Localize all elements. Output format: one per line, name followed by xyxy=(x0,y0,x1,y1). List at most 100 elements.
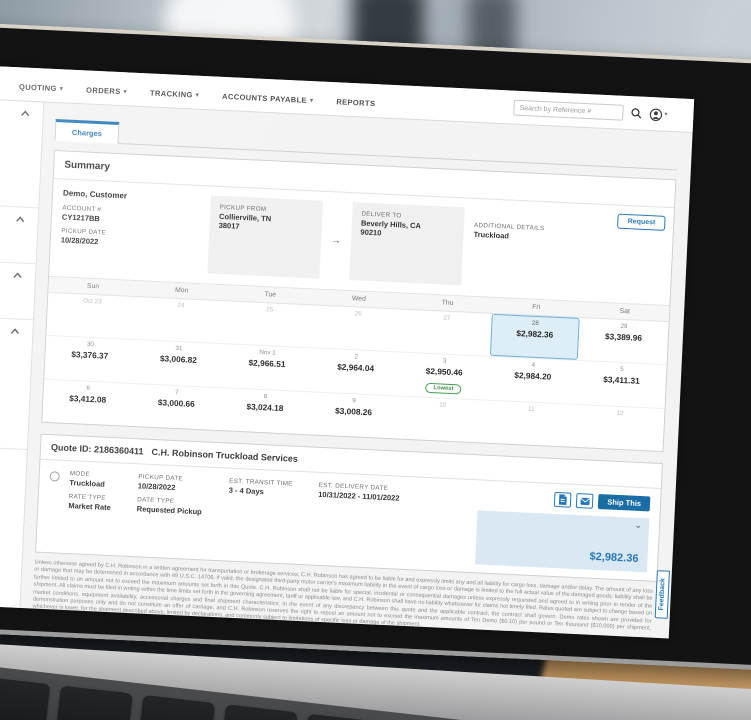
mode-value: Truckload xyxy=(69,478,106,489)
sidebar-accordion-section[interactable] xyxy=(0,203,39,265)
laptop-screen: QUOTING ▾ ORDERS ▾ TRACKING ▾ ACCOUNTS P… xyxy=(0,64,695,639)
calendar-day: 12 xyxy=(574,405,665,451)
quote-radio[interactable] xyxy=(49,471,60,482)
quote-total-price: $2,982.36 xyxy=(589,550,639,565)
sidebar-accordion-section[interactable] xyxy=(0,97,44,209)
calendar-day[interactable]: 2 $2,964.04 xyxy=(310,348,401,395)
calendar-rate: $2,964.04 xyxy=(336,361,375,374)
calendar-day[interactable]: 6 $3,412.08 xyxy=(42,380,133,426)
sidebar-accordion-section[interactable] xyxy=(0,259,36,321)
quote-body: MODE Truckload RATE TYPE Market Rate PIC… xyxy=(36,460,661,581)
calendar-date: 10 xyxy=(439,401,447,409)
keyboard-key xyxy=(56,684,133,720)
nav-label: REPORTS xyxy=(336,97,376,109)
calendar-day[interactable]: Nov 1 $2,966.51 xyxy=(222,344,313,391)
calendar-date: Oct 23 xyxy=(82,297,102,306)
calendar-day[interactable]: 5 $3,411.31 xyxy=(576,361,667,408)
rate-calendar: Sun Mon Tue Wed Thu Fri Sat Oct 23 24 25 xyxy=(42,275,670,451)
calendar-rate: $2,984.20 xyxy=(514,369,552,382)
carrier-name: C.H. Robinson Truckload Services xyxy=(151,446,299,464)
request-button[interactable]: Request xyxy=(617,213,666,231)
ship-this-button[interactable]: Ship This xyxy=(598,494,651,512)
user-account-icon[interactable]: ▾ xyxy=(649,108,668,122)
tab-charges[interactable]: Charges xyxy=(54,119,120,145)
keyboard-key xyxy=(303,712,381,720)
calendar-day: 10 xyxy=(397,397,488,443)
caret-down-icon: ▾ xyxy=(195,92,200,99)
quote-card: Quote ID: 2186360411 C.H. Robinson Truck… xyxy=(35,433,663,582)
chevron-up-icon xyxy=(10,328,19,334)
app-header: QUOTING ▾ ORDERS ▾ TRACKING ▾ ACCOUNTS P… xyxy=(0,64,695,134)
caret-down-icon: ▾ xyxy=(123,88,128,95)
date-type-value: Requested Pickup xyxy=(136,504,202,517)
search-icon[interactable] xyxy=(630,107,643,120)
pickup-from-box: PICKUP FROM Collierville, TN 38017 xyxy=(207,195,323,279)
calendar-day: 27 xyxy=(401,310,492,356)
calendar-rate: $2,966.51 xyxy=(248,357,286,370)
nav-label: ACCOUNTS PAYABLE xyxy=(221,91,308,105)
keyboard-key xyxy=(138,693,216,720)
additional-details: ADDITIONAL DETAILS Truckload xyxy=(471,208,545,289)
arrow-right-icon: → xyxy=(330,234,342,247)
calendar-rate: $2,982.36 xyxy=(516,327,554,340)
nav-item-orders[interactable]: ORDERS ▾ xyxy=(86,85,127,96)
header-search-area: ▾ xyxy=(513,99,668,123)
quote-delivery-col: EST. DELIVERY DATE 10/31/2022 - 11/01/20… xyxy=(315,482,400,559)
caret-down-icon: ▾ xyxy=(664,111,668,118)
calendar-day[interactable]: 29 $3,389.96 xyxy=(578,318,669,364)
email-icon[interactable] xyxy=(576,492,594,509)
calendar-day[interactable]: 30 $3,376.37 xyxy=(44,336,135,383)
nav-label: TRACKING xyxy=(149,88,193,100)
nav-item-accounts-payable[interactable]: ACCOUNTS PAYABLE ▾ xyxy=(222,92,314,105)
calendar-date: 27 xyxy=(443,314,451,322)
quote-mode-col: MODE Truckload RATE TYPE Market Rate xyxy=(67,470,113,545)
lowest-badge: Lowest xyxy=(425,382,462,395)
calendar-day[interactable]: 8 $3,024.18 xyxy=(219,388,310,434)
calendar-day[interactable]: 7 $3,000.66 xyxy=(131,384,222,430)
calendar-day[interactable]: 9 $3,008.26 xyxy=(308,392,399,438)
calendar-day[interactable]: 4 $2,984.20 xyxy=(487,357,578,404)
chevron-up-icon xyxy=(16,216,25,223)
calendar-rate: $3,008.26 xyxy=(334,405,373,418)
transit-value: 3 - 4 Days xyxy=(228,485,265,497)
price-panel: ⌄ $2,982.36 xyxy=(475,510,650,573)
sidebar-accordion-section[interactable] xyxy=(0,315,34,451)
calendar-rate: $3,389.96 xyxy=(604,331,643,343)
calendar-day: Oct 23 xyxy=(46,293,137,339)
calendar-day: 26 xyxy=(312,305,403,351)
calendar-date: 12 xyxy=(616,409,624,418)
feedback-tab[interactable]: Feedback xyxy=(654,569,670,619)
nav-item-quoting[interactable]: QUOTING ▾ xyxy=(19,82,64,93)
chevron-up-icon xyxy=(13,272,22,279)
calendar-rate: $3,411.31 xyxy=(603,374,640,386)
calendar-day-lowest[interactable]: 3 $2,950.46 Lowest xyxy=(399,353,490,400)
calendar-rate: $3,024.18 xyxy=(246,401,284,414)
calendar-date: 26 xyxy=(354,310,362,318)
calendar-day: 24 xyxy=(135,297,226,343)
calendar-day-selected[interactable]: 28 $2,982.36 xyxy=(489,313,581,360)
calendar-date: 25 xyxy=(265,306,274,314)
search-input[interactable] xyxy=(513,99,624,121)
caret-down-icon: ▾ xyxy=(309,97,314,104)
quote-actions: Ship This xyxy=(554,491,651,512)
quote-options-sidebar xyxy=(0,97,45,608)
nav-label: ORDERS xyxy=(85,85,121,97)
deliver-to-box: DELIVER TO Beverly Hills, CA 90210 xyxy=(349,202,465,286)
customer-name: Demo, Customer xyxy=(62,188,128,201)
nav-item-reports[interactable]: REPORTS xyxy=(336,97,375,108)
calendar-day[interactable]: 31 $3,006.82 xyxy=(133,340,224,387)
calendar-date: 24 xyxy=(177,301,185,310)
rate-document-icon[interactable] xyxy=(554,491,572,508)
keyboard-key xyxy=(0,675,51,720)
calendar-rate: $3,000.66 xyxy=(157,397,196,409)
quote-id: Quote ID: 2186360411 xyxy=(50,442,144,457)
chevron-down-icon[interactable]: ⌄ xyxy=(634,519,643,531)
main-content: Charges Summary Demo, Customer ACCOUNT #… xyxy=(20,102,692,638)
summary-card: Summary Demo, Customer ACCOUNT # CY1217B… xyxy=(41,149,677,453)
calendar-day: 11 xyxy=(485,401,576,447)
keyboard-key xyxy=(221,703,298,720)
nav-item-tracking[interactable]: TRACKING ▾ xyxy=(150,88,200,99)
caret-down-icon: ▾ xyxy=(59,85,64,92)
customer-info: Demo, Customer ACCOUNT # CY1217BB PICKUP… xyxy=(60,188,202,272)
